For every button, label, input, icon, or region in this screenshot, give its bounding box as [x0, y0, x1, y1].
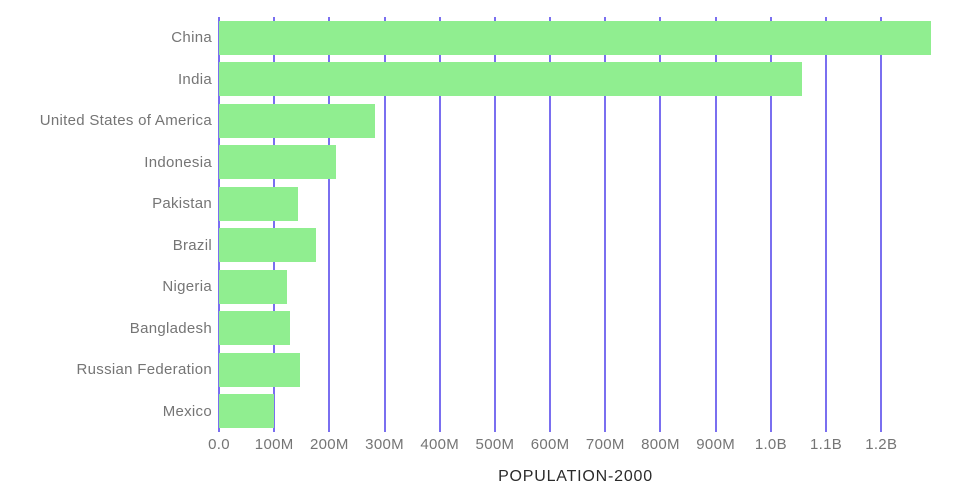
plot-area [218, 17, 932, 432]
y-axis-line [218, 17, 220, 432]
x-tick-label: 900M [696, 436, 736, 453]
category-label-bangladesh: Bangladesh [129, 319, 212, 337]
x-tick-label: 600M [530, 436, 570, 453]
bar-brazil[interactable] [219, 228, 316, 263]
x-tick-label: 1.1B [810, 436, 843, 453]
bar-china[interactable] [219, 20, 931, 55]
gridline [549, 17, 552, 432]
category-label-india: India [177, 70, 212, 88]
x-tick-label: 300M [365, 436, 404, 453]
x-tick-label: 800M [641, 436, 680, 453]
bar-indonesia[interactable] [219, 145, 336, 180]
gridline [328, 17, 331, 432]
x-tick-label: 400M [420, 436, 460, 453]
gridline [659, 17, 662, 432]
bar-bangladesh[interactable] [219, 311, 290, 346]
x-tick-label: 1.2B [865, 436, 898, 453]
category-label-nigeria: Nigeria [162, 278, 212, 295]
gridline [493, 17, 496, 432]
gridline [880, 17, 883, 432]
x-tick-label: 100M [254, 436, 294, 453]
category-label-united-states-of-america: United States of America [39, 112, 212, 129]
bar-united-states-of-america[interactable] [219, 103, 375, 138]
gridline [383, 17, 386, 432]
x-tick-label: 700M [585, 436, 625, 453]
x-tick-label: 200M [309, 436, 349, 453]
x-tick-label: 500M [475, 436, 515, 453]
gridline [769, 17, 772, 432]
category-label-indonesia: Indonesia [144, 153, 212, 171]
category-label-russian-federation: Russian Federation [76, 361, 212, 378]
x-tick-label: 0.0 [208, 436, 230, 453]
bar-india[interactable] [219, 62, 803, 97]
bar-mexico[interactable] [219, 394, 274, 429]
gridline [604, 17, 607, 432]
x-tick-label: 1.0B [754, 436, 787, 453]
gridline [714, 17, 717, 432]
category-label-brazil: Brazil [172, 236, 212, 254]
bar-nigeria[interactable] [219, 269, 287, 304]
category-label-pakistan: Pakistan [152, 195, 212, 212]
bar-pakistan[interactable] [219, 186, 298, 221]
category-label-china: China [171, 29, 212, 46]
bar-russian-federation[interactable] [219, 352, 300, 387]
y-axis-labels: China India United States of America Indone… [0, 17, 212, 432]
gridline [825, 17, 828, 432]
x-axis-title: POPULATION-2000 [498, 468, 653, 485]
category-label-mexico: Mexico [162, 402, 212, 420]
gridline [438, 17, 441, 432]
gridline [273, 17, 276, 432]
